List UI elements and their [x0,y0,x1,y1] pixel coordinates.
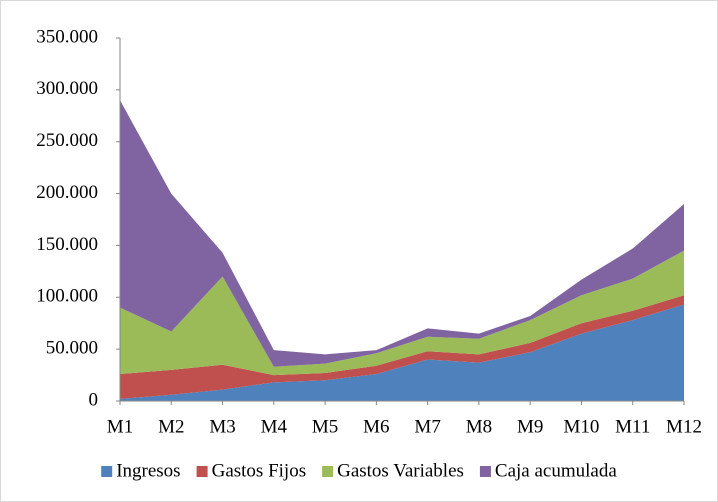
legend-swatch [322,466,334,477]
legend-label: Gastos Fijos [212,460,307,481]
x-tick-label: M1 [107,416,133,437]
x-tick-label: M2 [158,416,184,437]
x-tick-label: M8 [466,416,492,437]
legend-swatch [101,466,113,477]
x-tick-label: M4 [261,416,288,437]
y-tick-label: 100.000 [36,286,98,307]
x-tick-label: M6 [363,416,389,437]
y-tick-label: 200.000 [36,182,98,203]
x-tick-label: M12 [666,416,702,437]
y-tick-label: 350.000 [36,26,98,47]
x-tick-label: M10 [564,416,600,437]
legend-label: Ingresos [116,460,180,481]
legend-label: Caja acumulada [495,460,617,481]
x-tick-label: M11 [615,416,650,437]
legend-swatch [196,466,208,477]
area [120,304,684,401]
x-tick-label: M9 [517,416,543,437]
y-tick-label: 150.000 [36,234,98,255]
legend-swatch [479,466,491,477]
y-tick-label: 0 [89,389,99,410]
x-tick-label: M5 [312,416,338,437]
area [120,250,684,376]
y-tick-label: 50.000 [46,338,98,359]
x-tick-label: M7 [414,416,440,437]
y-tick-label: 250.000 [36,130,98,151]
x-tick-label: M3 [209,416,235,437]
y-tick-label: 300.000 [36,78,98,99]
area [120,295,684,399]
legend-label: Gastos Variables [337,460,464,481]
